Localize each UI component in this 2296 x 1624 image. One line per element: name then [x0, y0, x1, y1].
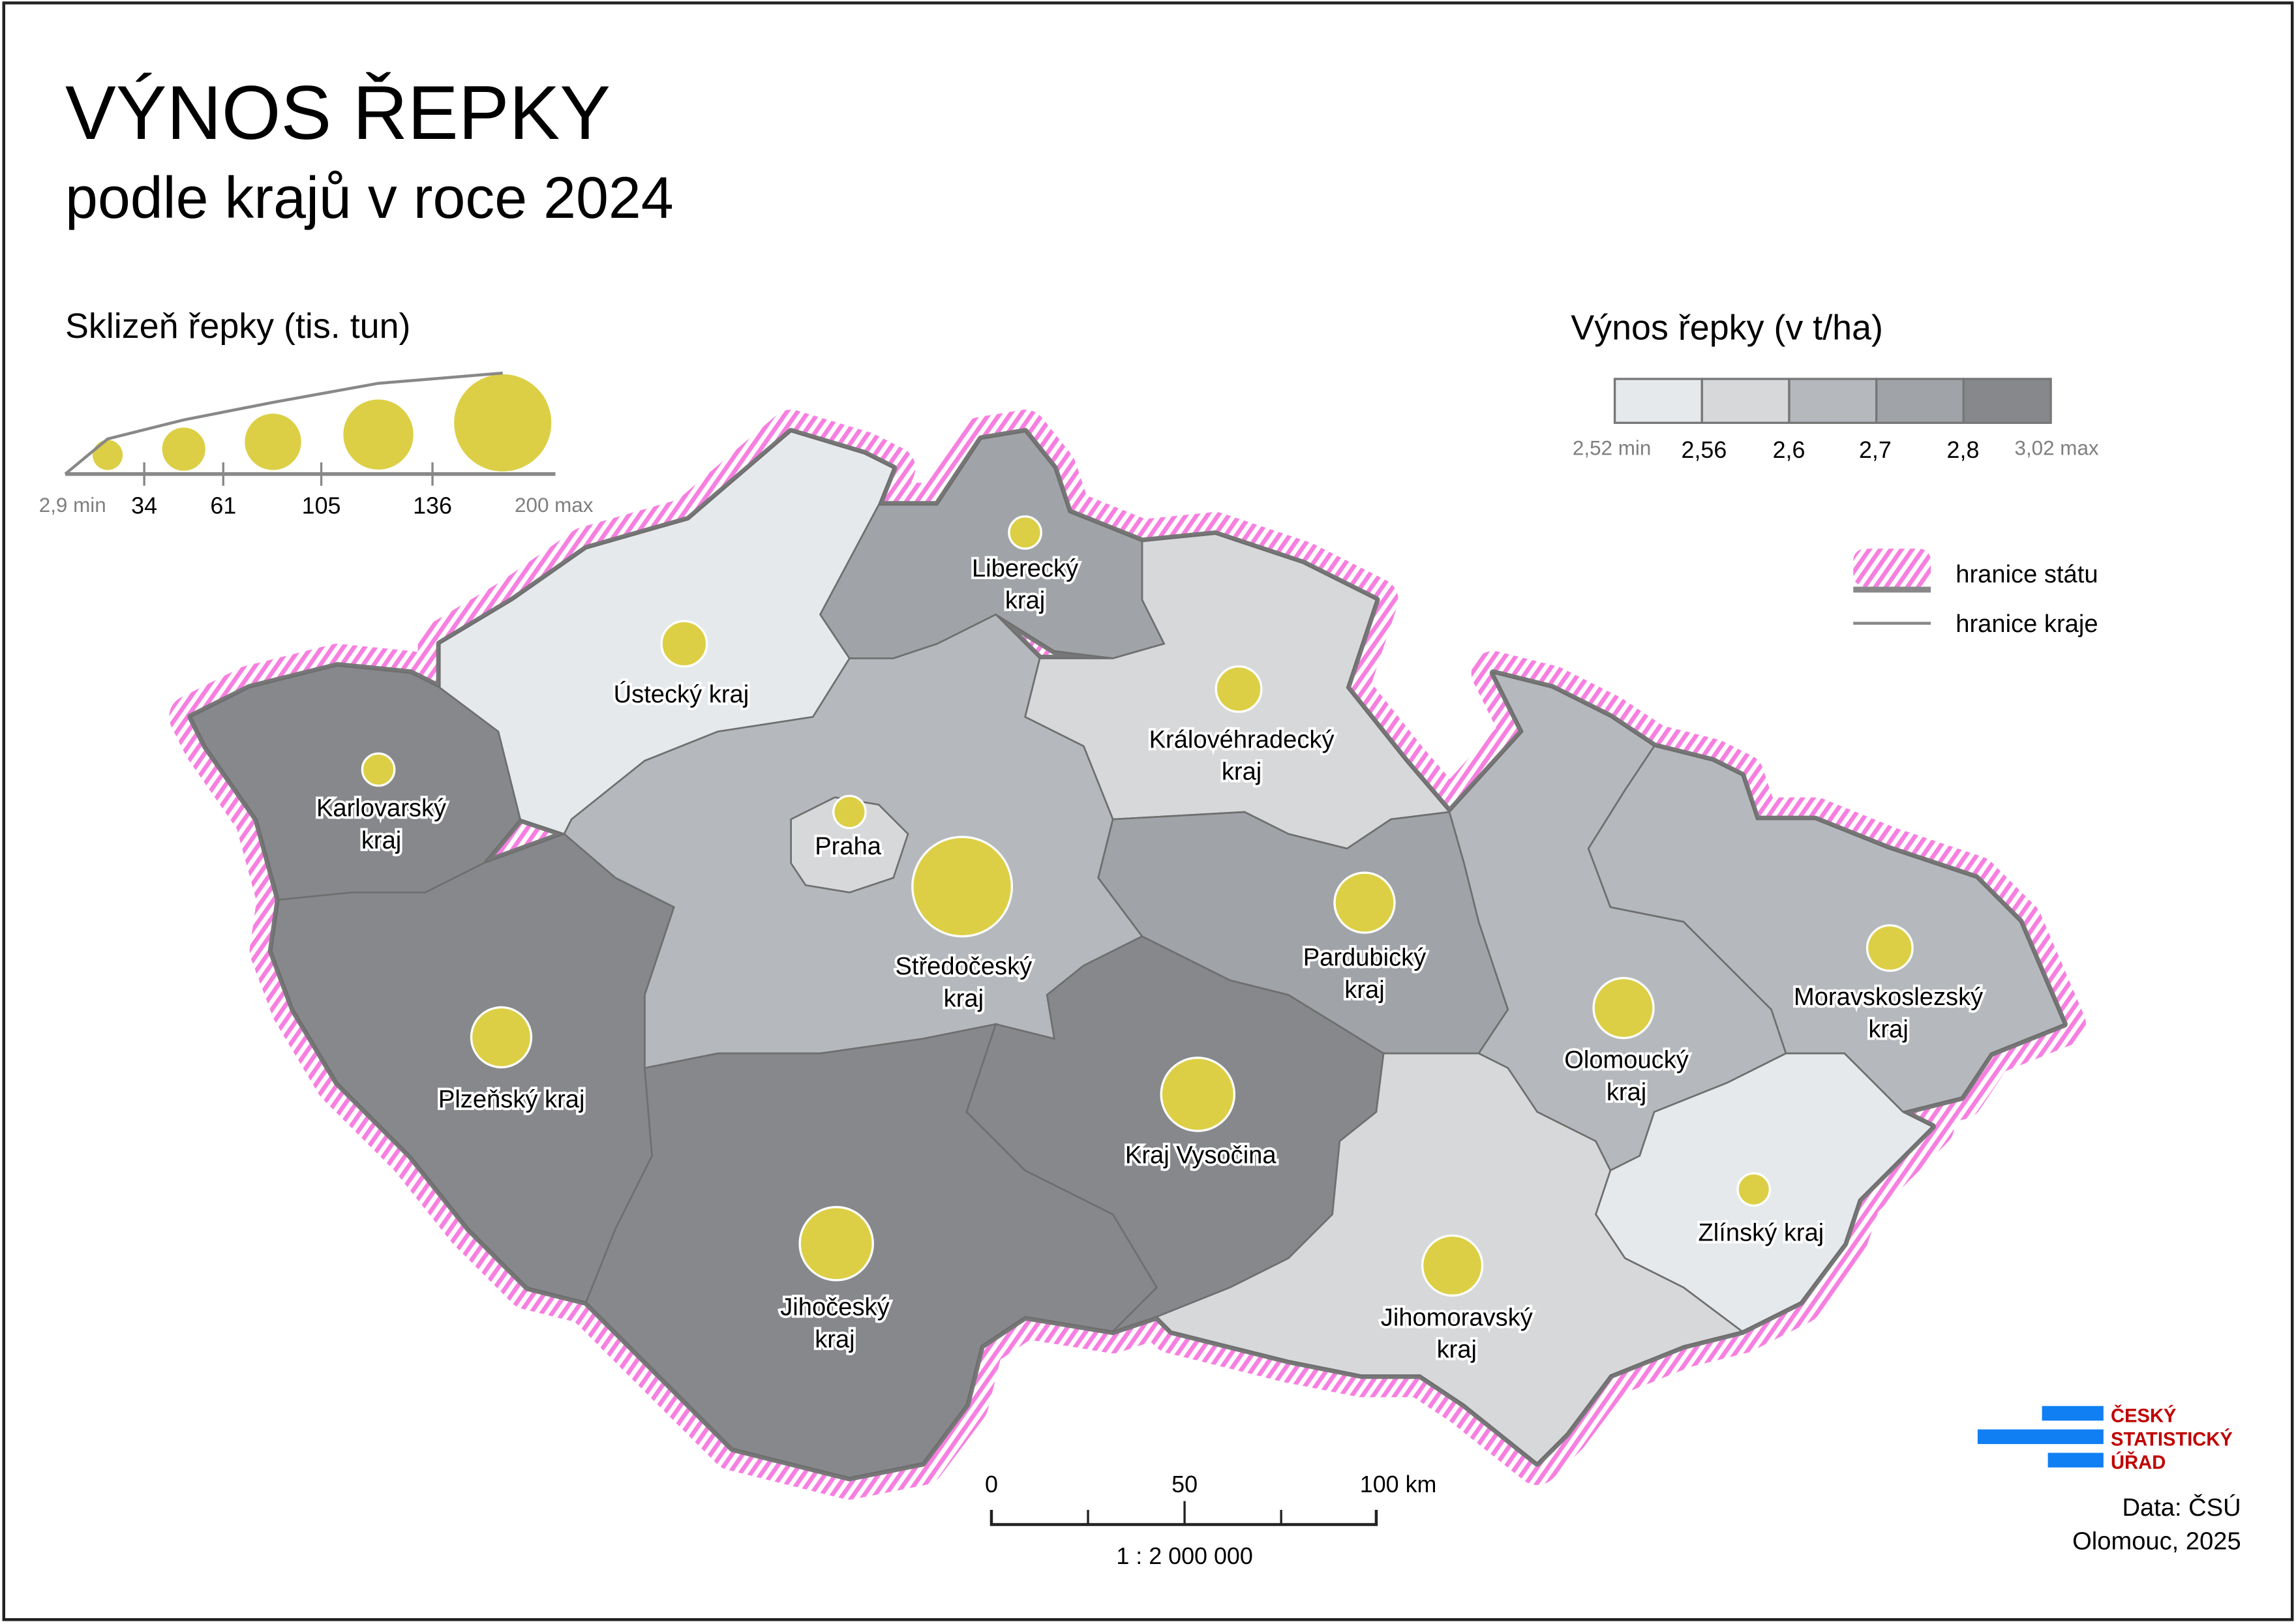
region-label: kraj: [944, 984, 984, 1012]
yield-class-swatch: [1700, 378, 1790, 424]
csu-logo: ČESKÝ STATISTICKÝ ÚŘAD: [1977, 1404, 2233, 1473]
scale-tick: 50: [1171, 1471, 1198, 1497]
yield-break: 2,6: [1773, 437, 1805, 463]
region-label: Ústecký kraj: [614, 680, 749, 708]
region-label: kraj: [1868, 1015, 1908, 1043]
region-label: Kraj Vysočina: [1125, 1141, 1276, 1169]
harvest-bubble: [1736, 1172, 1772, 1207]
yield-break: 2,56: [1682, 437, 1727, 463]
legend-bubble-3: [242, 411, 304, 473]
state-border-label: hranice státu: [1956, 560, 2098, 588]
region-border-label: hranice kraje: [1956, 610, 2098, 638]
region-0: [190, 665, 522, 901]
region-label: Liberecký: [972, 554, 1078, 582]
region-label: kraj: [1222, 758, 1261, 786]
harvest-break: 34: [131, 492, 157, 519]
yield-class-swatch: [1962, 378, 2052, 424]
yield-legend-title: Výnos řepky (v t/ha): [1571, 308, 1883, 347]
scale-bar: 0 50 100 km 1 : 2 000 000: [985, 1471, 1436, 1569]
harvest-break: 136: [413, 492, 452, 519]
region-label: Jihočeský: [780, 1293, 889, 1321]
region-label: kraj: [1437, 1336, 1477, 1364]
region-label: kraj: [361, 826, 401, 854]
scale-ratio: 1 : 2 000 000: [1116, 1543, 1252, 1569]
yield-max-label: 3,02 max: [2014, 437, 2098, 460]
harvest-bubble: [361, 752, 396, 787]
legend-bubble-1: [90, 438, 125, 473]
region-label: Pardubický: [1303, 944, 1427, 972]
boundary-legend: hranice státu hranice kraje: [1853, 549, 2098, 638]
harvest-break: 61: [210, 492, 236, 519]
region-label: Plzeňský kraj: [438, 1085, 585, 1113]
harvest-bubble: [1333, 871, 1396, 934]
region-label: Karlovarský: [316, 794, 446, 822]
scale-tick: 100 km: [1360, 1471, 1437, 1497]
state-border-swatch: [1853, 549, 1931, 587]
harvest-break: 105: [302, 492, 341, 519]
harvest-max-label: 200 max: [515, 494, 594, 517]
harvest-bubble: [1592, 976, 1655, 1040]
logo-text: STATISTICKÝ: [2111, 1428, 2233, 1450]
harvest-min-label: 2,9 min: [39, 494, 106, 517]
yield-break: 2,7: [1859, 437, 1892, 463]
region-11: [1587, 745, 2066, 1113]
harvest-bubble: [911, 835, 1014, 938]
harvest-bubble: [1865, 924, 1914, 972]
harvest-bubble: [832, 794, 867, 830]
data-source: Data: ČSÚ: [2122, 1493, 2241, 1522]
yield-min-label: 2,52 min: [1573, 437, 1651, 460]
region-label: Královéhradecký: [1149, 725, 1335, 753]
region-label: kraj: [1607, 1078, 1646, 1106]
yield-class-swatch: [1875, 378, 1965, 424]
yield-class-swatch: [1613, 378, 1703, 424]
harvest-legend-title: Sklizeň řepky (tis. tun): [65, 307, 410, 346]
yield-break: 2,8: [1947, 437, 1980, 463]
region-label: Olomoucký: [1564, 1046, 1689, 1074]
region-label: kraj: [1005, 586, 1045, 614]
legend-bubble-4: [340, 397, 416, 472]
region-label: Středočeský: [895, 952, 1032, 980]
map-subtitle: podle krajů v roce 2024: [65, 166, 674, 231]
harvest-bubble: [1008, 515, 1042, 550]
harvest-bubble: [470, 1006, 533, 1069]
place-year: Olomouc, 2025: [2072, 1527, 2241, 1556]
scale-tick: 0: [985, 1471, 998, 1497]
logo-text: ÚŘAD: [2111, 1451, 2166, 1473]
map-title: VÝNOS ŘEPKY: [65, 70, 611, 155]
harvest-legend: Sklizeň řepky (tis. tun) 2,9 min 34 61 1…: [39, 307, 594, 519]
legend-bubble-5: [451, 372, 554, 474]
yield-class-swatch: [1788, 378, 1878, 424]
harvest-bubbles: [361, 515, 1914, 1297]
region-label: Praha: [815, 832, 882, 860]
harvest-bubble: [660, 620, 708, 668]
harvest-bubble: [798, 1205, 874, 1282]
region-label: kraj: [815, 1325, 854, 1353]
region-label: kraj: [1344, 976, 1384, 1004]
yield-legend: Výnos řepky (v t/ha) 2,52 min 2,56 2,6 2…: [1571, 308, 2099, 463]
harvest-bubble: [1160, 1057, 1236, 1132]
harvest-bubble: [1215, 665, 1263, 714]
logo-text: ČESKÝ: [2111, 1404, 2176, 1426]
region-labels: Karlovarský kraj Ústecký kraj Liberecký kraj…: [314, 552, 1986, 1366]
region-label: Jihomoravský: [1381, 1303, 1533, 1331]
region-label: Moravskoslezský: [1794, 983, 1983, 1011]
legend-bubble-2: [160, 425, 208, 474]
region-label: Zlínský kraj: [1699, 1218, 1824, 1246]
harvest-bubble: [1421, 1234, 1484, 1297]
